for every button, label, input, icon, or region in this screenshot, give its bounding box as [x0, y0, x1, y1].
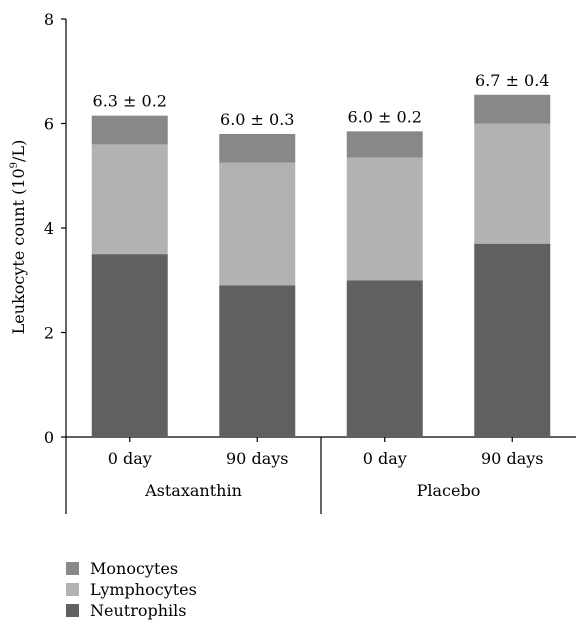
- group-label: Placebo: [417, 481, 481, 500]
- legend-label-lymphocytes: Lymphocytes: [90, 580, 197, 599]
- bar-segment-monocytes: [91, 115, 168, 145]
- y-axis-label-unit: /L): [9, 140, 28, 162]
- x-category-label: 90 days: [481, 449, 543, 468]
- bar-segment-neutrophils: [91, 254, 168, 437]
- bar-segment-monocytes: [474, 94, 551, 124]
- bar-total-label: 6.3 ± 0.2: [93, 92, 167, 111]
- legend-label-neutrophils: Neutrophils: [90, 601, 187, 620]
- x-category-label: 0 day: [108, 449, 152, 468]
- x-category-label: 90 days: [226, 449, 288, 468]
- group-label: Astaxanthin: [144, 481, 242, 500]
- y-tick-label: 2: [44, 324, 54, 343]
- x-category-label: 0 day: [363, 449, 407, 468]
- bar-segment-lymphocytes: [91, 144, 168, 255]
- legend-swatch-monocytes: [66, 562, 79, 575]
- stacked-bar-chart: 0 2 4 6 8 6.3 ± 0.2 0 day 6.0 ± 0.3 90 days 6.0 ±…: [9, 10, 576, 514]
- legend-item-monocytes: Monocytes: [66, 558, 197, 579]
- bar-segment-neutrophils: [346, 280, 423, 437]
- bar-segment-lymphocytes: [219, 162, 296, 286]
- y-axis-label-superscript: 9: [9, 162, 20, 168]
- y-tick-label: 4: [44, 219, 54, 238]
- bar-segment-lymphocytes: [346, 157, 423, 281]
- bar-segment-monocytes: [346, 131, 423, 158]
- bar-segment-neutrophils: [219, 285, 296, 437]
- bar-total-label: 6.0 ± 0.2: [348, 107, 422, 126]
- legend-swatch-lymphocytes: [66, 583, 79, 596]
- y-axis-label: Leukocyte count (109/L): [9, 140, 28, 335]
- y-tick-label: 6: [44, 115, 54, 134]
- y-axis-label-main: Leukocyte count (10: [9, 168, 28, 334]
- y-tick-label: 8: [44, 10, 54, 29]
- legend-item-neutrophils: Neutrophils: [66, 600, 197, 621]
- bar-total-label: 6.7 ± 0.4: [475, 71, 549, 90]
- legend-label-monocytes: Monocytes: [90, 559, 179, 578]
- legend: Monocytes Lymphocytes Neutrophils: [66, 558, 197, 621]
- bar-segment-neutrophils: [474, 243, 551, 437]
- legend-swatch-neutrophils: [66, 604, 79, 617]
- bar-segment-lymphocytes: [474, 123, 551, 244]
- y-tick-label: 0: [44, 428, 54, 447]
- bar-segment-monocytes: [219, 133, 296, 163]
- bar-total-label: 6.0 ± 0.3: [220, 110, 294, 129]
- legend-item-lymphocytes: Lymphocytes: [66, 579, 197, 600]
